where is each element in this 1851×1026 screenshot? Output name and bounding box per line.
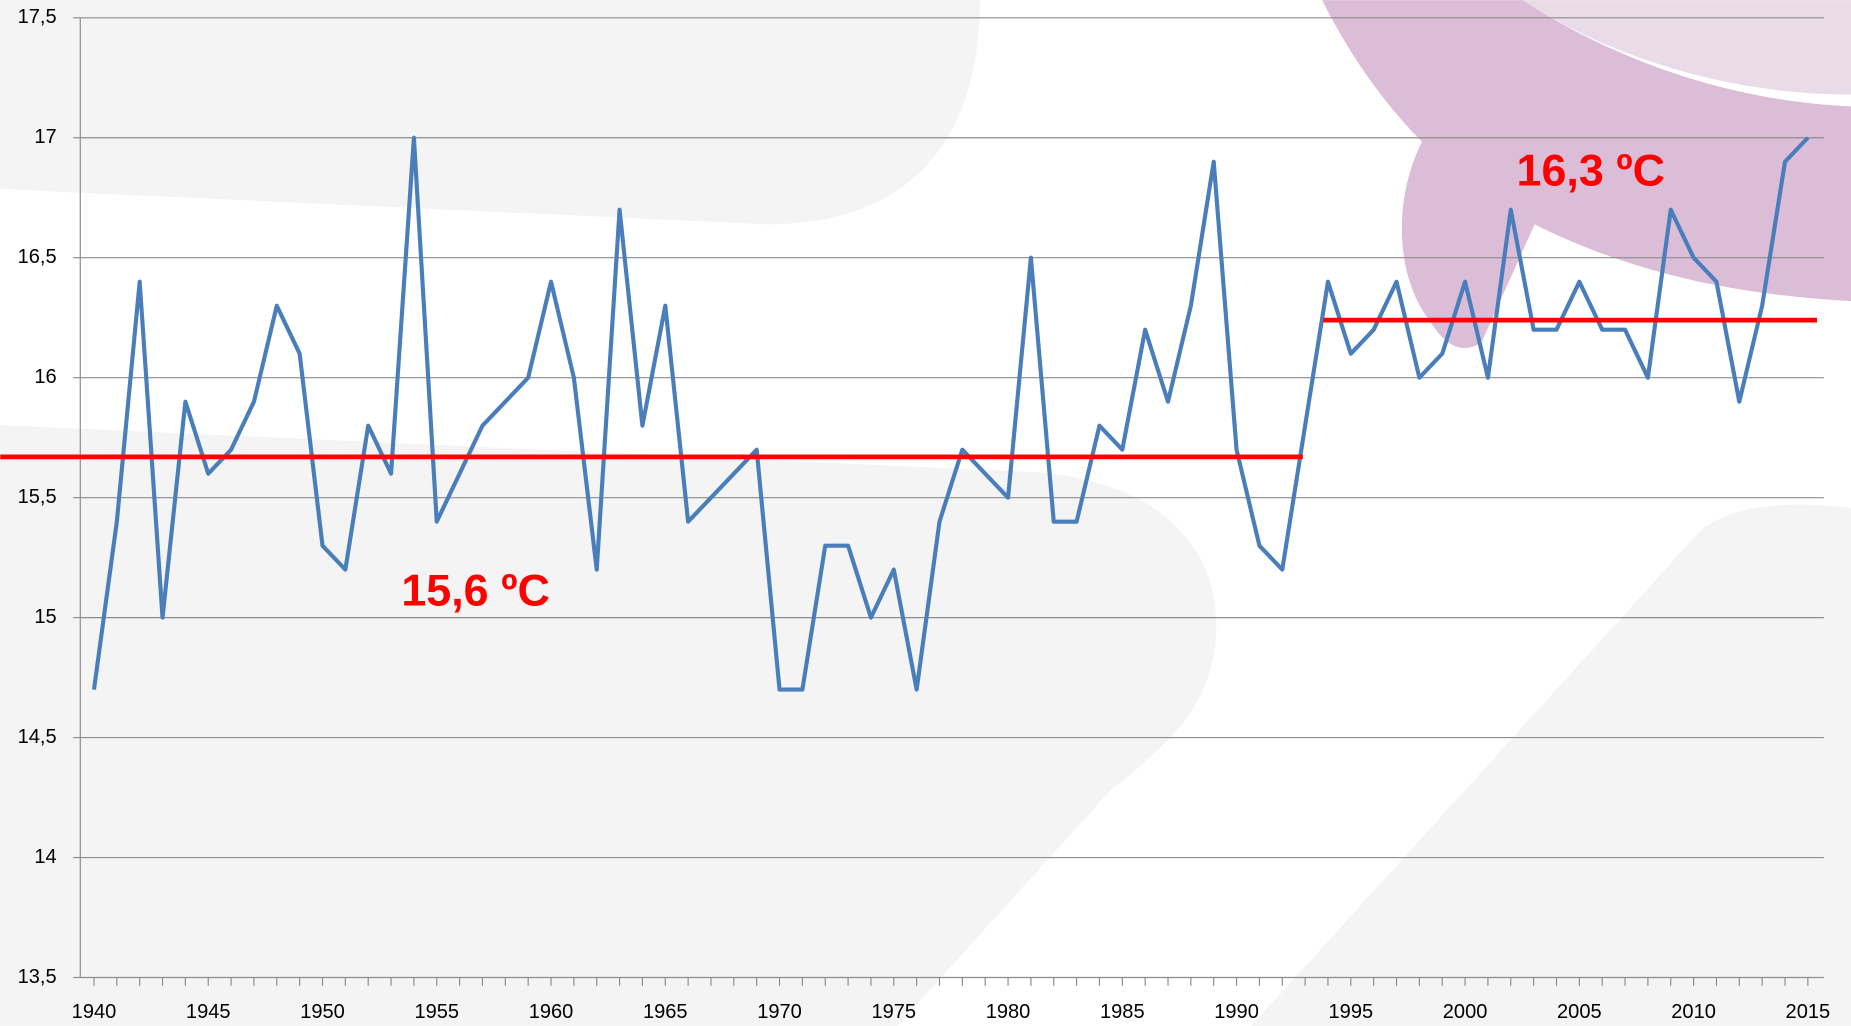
x-tick-label: 1970 [757, 1001, 802, 1023]
y-tick-label: 14,5 [18, 726, 57, 748]
x-tick-label: 1975 [871, 1001, 916, 1023]
x-tick-label: 1985 [1100, 1001, 1145, 1023]
plot: 15,6 ºC 16,3 ºC [0, 135, 1817, 692]
x-tick-label: 2010 [1671, 1001, 1716, 1023]
x-tick-label: 1995 [1329, 1001, 1374, 1023]
x-tick-label: 1990 [1214, 1001, 1259, 1023]
y-tick-label: 13,5 [18, 966, 57, 988]
x-tick-label: 1940 [72, 1001, 117, 1023]
y-tick-label: 15 [34, 606, 56, 628]
x-tick-label: 2000 [1443, 1001, 1488, 1023]
y-tick-label: 15,5 [18, 486, 57, 508]
y-tick-label: 17,5 [18, 6, 57, 28]
grid: 13,5 14 14,5 15 15,5 16 16,5 17 17,5 1940 1945 1950… [18, 6, 1831, 1023]
data-line [91, 135, 1810, 692]
y-tick-label: 16 [34, 366, 56, 388]
y-tick-label: 16,5 [18, 246, 57, 268]
x-tick-label: 1980 [986, 1001, 1031, 1023]
y-tick-label: 14 [34, 846, 56, 868]
annotation: 16,3 ºC [1517, 145, 1666, 196]
x-tick-label: 2015 [1786, 1001, 1831, 1023]
x-tick-label: 1950 [300, 1001, 345, 1023]
y-tick-label: 17 [34, 126, 56, 148]
x-tick-label: 1945 [186, 1001, 231, 1023]
annotation: 15,6 ºC [401, 564, 550, 615]
x-tick-label: 2005 [1557, 1001, 1602, 1023]
x-tick-label: 1960 [529, 1001, 574, 1023]
x-tick-label: 1955 [414, 1001, 459, 1023]
x-tick-label: 1965 [643, 1001, 688, 1023]
